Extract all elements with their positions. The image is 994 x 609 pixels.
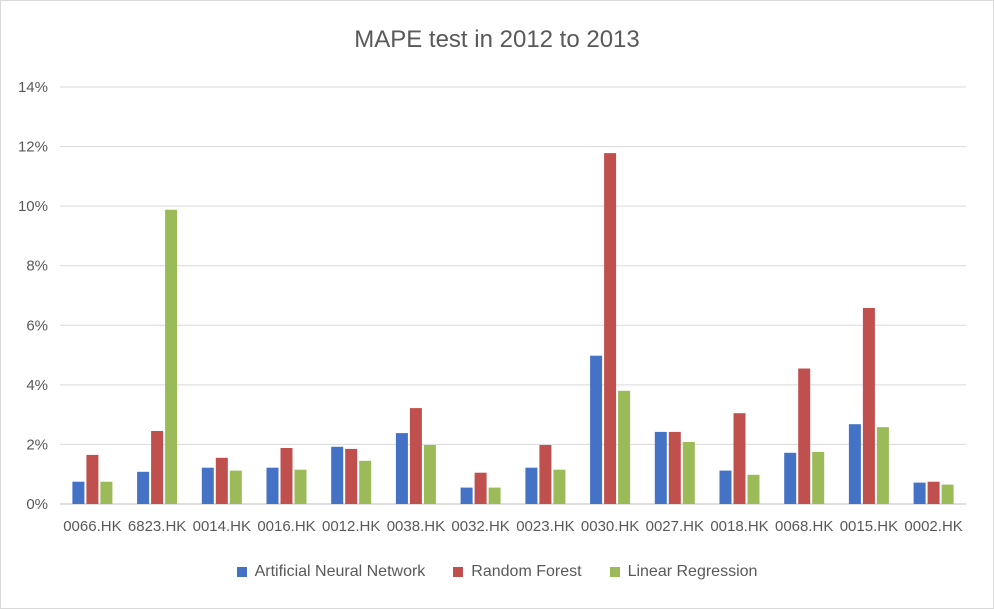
x-tick-label: 0038.HK (387, 518, 445, 535)
legend-swatch (236, 567, 247, 577)
bar (229, 470, 242, 504)
bar (812, 451, 825, 504)
y-tick-label: 8% (26, 258, 48, 275)
bar (733, 413, 746, 504)
bar (747, 474, 760, 504)
bar (682, 442, 695, 504)
y-tick-label: 14% (18, 79, 48, 96)
bar (201, 467, 214, 504)
y-tick-label: 4% (26, 377, 48, 394)
legend-swatch (453, 567, 464, 577)
bar (165, 209, 178, 504)
bar (590, 355, 603, 504)
bar (409, 408, 422, 504)
bar (539, 445, 552, 504)
bar (784, 452, 797, 504)
bar (553, 469, 566, 504)
bar (72, 481, 85, 504)
legend: Artificial Neural Network Random Forest Li… (0, 563, 994, 581)
bar (331, 446, 344, 504)
legend-item: Linear Regression (609, 563, 758, 581)
bar (913, 482, 926, 504)
x-tick-label: 0002.HK (904, 518, 962, 535)
bar (525, 467, 538, 504)
bars (72, 153, 954, 504)
bar (848, 424, 861, 504)
y-tick-label: 2% (26, 436, 48, 453)
bar (359, 460, 372, 504)
bar (798, 368, 811, 504)
legend-swatch (609, 567, 620, 577)
bar (423, 445, 436, 504)
bar (668, 431, 681, 504)
x-tick-label: 6823.HK (128, 518, 186, 535)
y-tick-label: 0% (26, 496, 48, 513)
bar (927, 481, 940, 504)
bar (100, 481, 113, 504)
bar (395, 433, 408, 504)
x-tick-label: 0030.HK (581, 518, 639, 535)
x-tick-label: 0027.HK (646, 518, 704, 535)
bar (618, 390, 631, 504)
chart-title: MAPE test in 2012 to 2013 (354, 26, 640, 53)
bar (604, 153, 617, 504)
bar (488, 487, 501, 504)
bar (294, 469, 307, 504)
bar (345, 448, 358, 504)
bar (474, 472, 487, 504)
legend-label: Linear Regression (627, 563, 758, 580)
bar (862, 308, 875, 504)
x-tick-label: 0066.HK (63, 518, 121, 535)
x-tick-label: 0016.HK (257, 518, 315, 535)
bar (654, 431, 667, 504)
bar (215, 457, 228, 504)
y-tick-label: 12% (18, 139, 48, 156)
bar (151, 431, 164, 504)
y-tick-label: 10% (18, 198, 48, 215)
bar (460, 487, 473, 504)
x-tick-label: 0068.HK (775, 518, 833, 535)
bar (941, 484, 954, 504)
x-tick-label: 0014.HK (193, 518, 251, 535)
x-tick-label: 0012.HK (322, 518, 380, 535)
y-tick-label: 6% (26, 317, 48, 334)
bar (719, 470, 732, 504)
y-axis-ticks: 0% 2% 4% 6% 8% 10% 12% 14% (18, 79, 48, 513)
x-tick-label: 0032.HK (451, 518, 509, 535)
bar (137, 471, 150, 504)
x-axis-ticks: 0066.HK 6823.HK 0014.HK 0016.HK 0012.HK 0038.… (63, 518, 963, 535)
legend-item: Artificial Neural Network (236, 563, 426, 581)
x-tick-label: 0018.HK (710, 518, 768, 535)
bar (86, 454, 99, 504)
x-tick-label: 0015.HK (840, 518, 898, 535)
bar (876, 427, 889, 504)
legend-label: Artificial Neural Network (254, 563, 426, 580)
x-tick-label: 0023.HK (516, 518, 574, 535)
bar (280, 448, 293, 504)
gridlines (60, 86, 966, 505)
bar (266, 467, 279, 504)
legend-item: Random Forest (453, 563, 582, 581)
legend-label: Random Forest (471, 563, 582, 580)
